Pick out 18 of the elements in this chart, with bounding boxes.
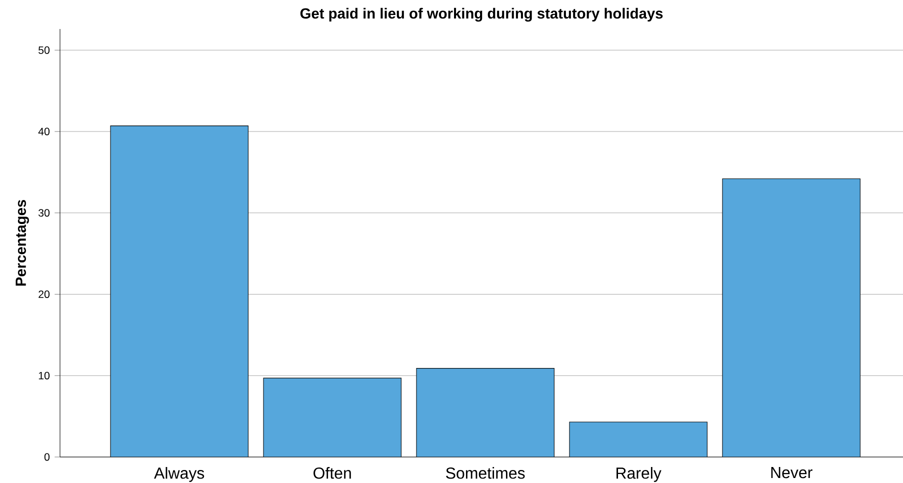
bar [722,178,860,457]
y-tick-label: 0 [44,453,50,461]
x-tick-label: Always [154,467,204,482]
bar [110,126,248,457]
x-tick-label: Rarely [616,467,662,482]
y-tick-label: 50 [38,46,50,54]
y-tick-label: 40 [38,128,50,136]
chart-title: Get paid in lieu of working during statutory holidays [300,8,663,22]
y-tick-label: 30 [38,209,50,217]
y-tick-label: 20 [38,290,50,298]
y-axis-title: Percentages [16,200,29,286]
x-tick-label: Often [314,467,351,479]
y-tick-label: 10 [38,372,50,380]
bar [416,368,554,457]
bar [263,378,402,457]
x-tick-label: Sometimes [446,467,525,479]
x-tick-label: Never [771,467,812,478]
bar [569,422,708,457]
